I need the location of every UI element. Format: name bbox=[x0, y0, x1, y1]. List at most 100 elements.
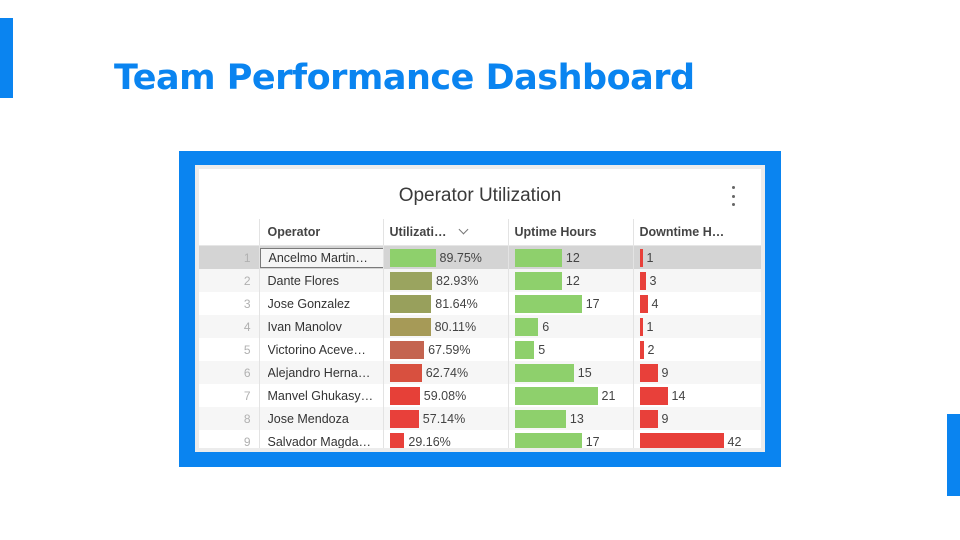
table-row[interactable]: 4 Ivan Manolov 80.11% 6 1 bbox=[199, 315, 761, 338]
operator-name[interactable]: Jose Mendoza bbox=[258, 407, 383, 430]
row-index: 7 bbox=[243, 388, 251, 403]
downtime-value: 9 bbox=[661, 411, 669, 426]
table-row[interactable]: 7 Manvel Ghukasy… 59.08% 21 14 bbox=[199, 384, 761, 407]
downtime-cell: 14 bbox=[632, 384, 761, 407]
table-row[interactable]: 6 Alejandro Herna… 62.74% 15 9 bbox=[199, 361, 761, 384]
card-title: Operator Utilization bbox=[398, 185, 562, 206]
downtime-cell: 3 bbox=[632, 269, 761, 292]
row-index: 6 bbox=[199, 361, 259, 384]
downtime-cell: 2 bbox=[632, 338, 761, 361]
utilization-value: 57.14% bbox=[422, 411, 466, 426]
downtime-bar bbox=[639, 409, 658, 428]
utilization-bar bbox=[389, 340, 425, 359]
uptime-bar bbox=[514, 363, 574, 382]
operator-name[interactable]: Alejandro Herna… bbox=[258, 361, 383, 384]
operator-name[interactable]: Manvel Ghukasy… bbox=[258, 384, 383, 407]
operator-name[interactable]: Jose Gonzalez bbox=[258, 292, 383, 315]
operator-name[interactable]: Ancelmo Martin… bbox=[258, 245, 383, 269]
utilization-cell: 82.93% bbox=[382, 269, 508, 292]
table-row[interactable]: 8 Jose Mendoza 57.14% 13 9 bbox=[199, 407, 761, 430]
utilization-value: 62.74% bbox=[425, 365, 469, 380]
downtime-bar bbox=[639, 317, 643, 336]
table-row[interactable]: 9 Salvador Magda… 29.16% 17 42 bbox=[199, 430, 761, 448]
utilization-card: Operator Utilization Operator Utilizati…… bbox=[195, 165, 765, 452]
downtime-value: 9 bbox=[661, 365, 669, 380]
row-index: 8 bbox=[199, 407, 259, 430]
utilization-value: 29.16% bbox=[408, 434, 451, 449]
accent-bar-left bbox=[0, 18, 13, 98]
uptime-value: 13 bbox=[569, 411, 584, 426]
slide-title: Team Performance Dashboard bbox=[114, 58, 695, 98]
row-index: 3 bbox=[243, 296, 251, 311]
table-row[interactable]: 5 Victorino Aceve… 67.59% 5 2 bbox=[199, 338, 761, 361]
uptime-cell: 17 bbox=[507, 430, 633, 449]
table-row[interactable]: 3 Jose Gonzalez 81.64% 17 4 bbox=[199, 292, 761, 315]
uptime-cell: 6 bbox=[507, 315, 633, 338]
utilization-bar bbox=[389, 432, 405, 448]
uptime-value: 12 bbox=[565, 250, 580, 265]
uptime-value: 21 bbox=[601, 388, 616, 403]
utilization-bar bbox=[389, 363, 422, 382]
downtime-value: 3 bbox=[649, 273, 657, 288]
utilization-cell: 80.11% bbox=[382, 315, 508, 338]
utilization-value: 59.08% bbox=[423, 388, 467, 403]
uptime-value: 12 bbox=[565, 273, 580, 288]
uptime-bar bbox=[514, 340, 535, 359]
utilization-value: 67.59% bbox=[428, 342, 471, 357]
downtime-value: 2 bbox=[647, 342, 655, 357]
utilization-value: 82.93% bbox=[436, 273, 479, 288]
row-index: 5 bbox=[243, 342, 251, 357]
uptime-value: 17 bbox=[585, 434, 600, 449]
uptime-bar bbox=[514, 248, 562, 267]
utilization-bar bbox=[389, 386, 420, 405]
downtime-cell: 4 bbox=[632, 292, 761, 315]
row-index: 9 bbox=[243, 434, 251, 449]
downtime-bar bbox=[639, 271, 646, 290]
utilization-cell: 81.64% bbox=[382, 292, 508, 315]
uptime-cell: 17 bbox=[507, 292, 633, 315]
table-row[interactable]: 1 Ancelmo Martin… 89.75% 12 1 bbox=[199, 245, 761, 269]
uptime-cell: 15 bbox=[507, 361, 633, 384]
downtime-value: 4 bbox=[651, 296, 659, 311]
operator-name[interactable]: Salvador Magda… bbox=[258, 430, 383, 448]
header-downtime[interactable]: Downtime H… bbox=[632, 219, 761, 246]
uptime-value: 17 bbox=[585, 296, 600, 311]
downtime-value: 42 bbox=[727, 434, 742, 449]
operator-name[interactable]: Ivan Manolov bbox=[258, 315, 383, 338]
uptime-bar bbox=[514, 386, 598, 405]
uptime-bar bbox=[514, 409, 566, 428]
sort-chevron-down-icon[interactable] bbox=[459, 224, 469, 235]
downtime-value: 1 bbox=[646, 250, 654, 265]
downtime-bar bbox=[639, 432, 724, 448]
utilization-cell: 89.75% bbox=[382, 245, 508, 269]
downtime-cell: 9 bbox=[632, 407, 761, 430]
uptime-cell: 13 bbox=[507, 407, 633, 430]
operator-name[interactable]: Dante Flores bbox=[258, 269, 383, 292]
row-index: 2 bbox=[199, 269, 259, 292]
downtime-cell: 1 bbox=[632, 315, 761, 338]
table-header-row: Operator Utilizati… Uptime Hours Downtim… bbox=[199, 219, 761, 246]
uptime-value: 5 bbox=[538, 342, 546, 357]
downtime-bar bbox=[639, 363, 658, 382]
utilization-cell: 62.74% bbox=[382, 361, 508, 384]
table-row[interactable]: 2 Dante Flores 82.93% 12 3 bbox=[199, 269, 761, 292]
utilization-cell: 57.14% bbox=[382, 407, 508, 430]
downtime-bar bbox=[639, 248, 643, 267]
row-index: 1 bbox=[199, 245, 259, 269]
row-index: 4 bbox=[199, 315, 259, 338]
downtime-value: 1 bbox=[646, 319, 654, 334]
header-operator[interactable]: Operator bbox=[258, 219, 383, 246]
downtime-cell: 42 bbox=[632, 430, 761, 449]
header-uptime[interactable]: Uptime Hours bbox=[507, 219, 633, 246]
operator-name[interactable]: Victorino Aceve… bbox=[258, 338, 383, 361]
uptime-bar bbox=[514, 317, 539, 336]
header-utilization[interactable]: Utilizati… bbox=[382, 219, 508, 246]
utilization-cell: 67.59% bbox=[382, 338, 508, 361]
uptime-bar bbox=[514, 294, 582, 313]
uptime-bar bbox=[514, 271, 562, 290]
downtime-cell: 1 bbox=[632, 245, 761, 269]
more-options-icon[interactable] bbox=[729, 186, 737, 206]
downtime-bar bbox=[639, 386, 668, 405]
utilization-bar bbox=[389, 248, 436, 267]
utilization-value: 80.11% bbox=[434, 319, 477, 334]
